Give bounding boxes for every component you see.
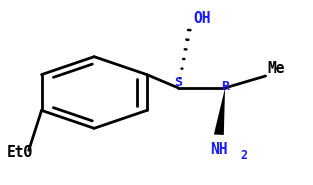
Text: S: S bbox=[174, 76, 182, 89]
Text: EtO: EtO bbox=[7, 145, 33, 160]
Text: OH: OH bbox=[193, 11, 211, 26]
Text: NH: NH bbox=[210, 142, 228, 157]
Text: R: R bbox=[221, 80, 229, 92]
Polygon shape bbox=[214, 88, 225, 135]
Text: Me: Me bbox=[267, 61, 285, 76]
Text: 2: 2 bbox=[241, 149, 248, 162]
